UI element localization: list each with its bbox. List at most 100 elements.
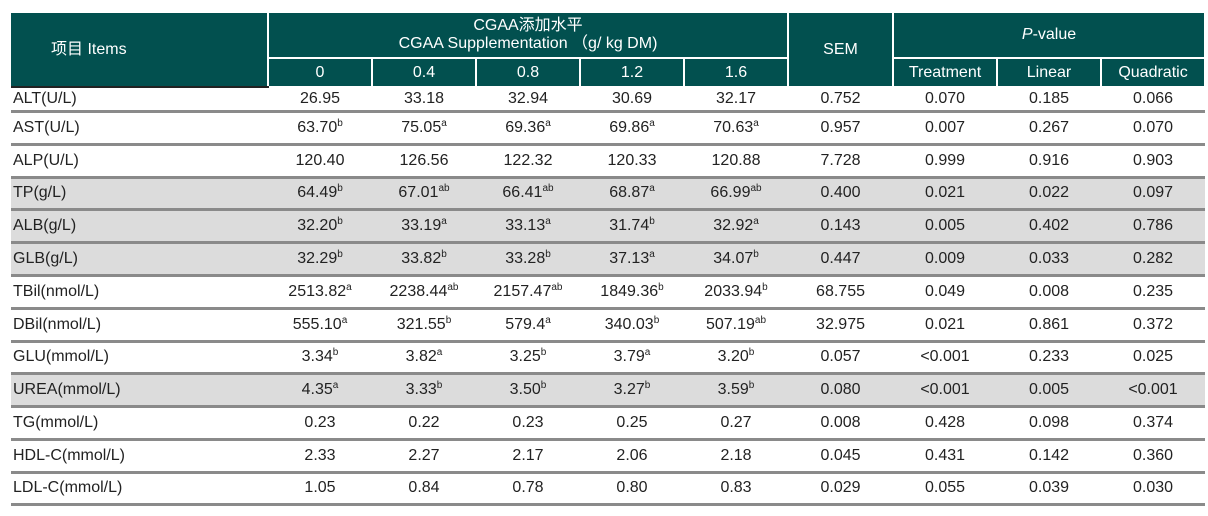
value-cell: 33.19a bbox=[372, 209, 476, 244]
pvalue-cell: 0.402 bbox=[997, 209, 1102, 244]
value-cell: 0.27 bbox=[684, 406, 789, 441]
row-label: ALT(U/L) bbox=[11, 87, 268, 113]
value-cell: 120.33 bbox=[580, 144, 684, 179]
value: 507.19 bbox=[705, 315, 755, 333]
value-cell: 507.19ab bbox=[684, 308, 789, 343]
pvalue-cell: 0.185 bbox=[997, 87, 1102, 113]
significance-letter: a bbox=[545, 215, 551, 227]
sem-cell: 0.045 bbox=[788, 439, 894, 474]
value: 0.84 bbox=[408, 479, 440, 496]
value-cell: 0.80 bbox=[580, 472, 684, 506]
value: 2.17 bbox=[512, 446, 544, 464]
row-label: TG(mmol/L) bbox=[11, 406, 268, 441]
value: 122.32 bbox=[503, 151, 553, 169]
value: 2.33 bbox=[304, 446, 336, 464]
value-cell: 67.01ab bbox=[372, 177, 476, 211]
significance-letter: a bbox=[545, 117, 551, 129]
sem-header: SEM bbox=[787, 11, 895, 88]
significance-letter: a bbox=[332, 379, 339, 391]
value-cell: 2033.94b bbox=[684, 275, 789, 310]
value: 30.69 bbox=[611, 89, 653, 107]
value-cell: 3.82a bbox=[372, 341, 476, 375]
pvalue-linear-header: Linear bbox=[996, 57, 1103, 88]
value-cell: 2238.44ab bbox=[372, 275, 476, 310]
pvalue-cell: <0.001 bbox=[893, 341, 998, 375]
significance-letter: b bbox=[762, 281, 768, 293]
row-label: ALB(g/L) bbox=[11, 209, 268, 244]
pvalue-cell: 0.903 bbox=[1101, 144, 1206, 179]
table-row: TP(g/L) 64.49b 67.01ab 66.41ab 68.87a 66.99ab… bbox=[11, 177, 1206, 211]
pvalue-cell: 0.235 bbox=[1101, 275, 1206, 310]
value: 31.74 bbox=[609, 216, 650, 234]
table-row: GLB(g/L) 32.29b 33.82b 33.28b 37.13a 34.07b 0.… bbox=[11, 242, 1206, 277]
significance-letter: a bbox=[753, 215, 759, 227]
significance-letter: a bbox=[649, 248, 655, 260]
value: 0.83 bbox=[720, 479, 752, 496]
value-cell: 555.10a bbox=[268, 308, 372, 343]
value-cell: 3.27b bbox=[580, 373, 684, 408]
pvalue-cell: 0.025 bbox=[1101, 341, 1206, 375]
row-label: GLB(g/L) bbox=[11, 242, 268, 277]
significance-letter: b bbox=[540, 379, 547, 391]
value-cell: 0.83 bbox=[684, 472, 789, 506]
value: 0.78 bbox=[512, 479, 544, 496]
value-cell: 75.05a bbox=[372, 111, 476, 146]
significance-letter: b bbox=[644, 379, 651, 391]
pvalue-cell: 0.005 bbox=[893, 209, 998, 244]
value: 0.22 bbox=[408, 413, 440, 431]
value-cell: 33.13a bbox=[476, 209, 580, 244]
significance-letter: b bbox=[545, 248, 551, 260]
pvalue-p: P bbox=[1021, 26, 1033, 43]
table-row: ALT(U/L) 26.95 33.18 32.94 30.69 32.17 0.752 0.… bbox=[11, 87, 1206, 113]
sem-cell: 0.029 bbox=[788, 472, 894, 506]
value: 67.01 bbox=[398, 184, 439, 201]
significance-letter: ab bbox=[551, 281, 563, 293]
row-label: HDL-C(mmol/L) bbox=[11, 439, 268, 474]
significance-letter: a bbox=[644, 347, 651, 358]
value: 2238.44 bbox=[389, 282, 448, 300]
value-cell: 30.69 bbox=[580, 87, 684, 113]
value: 66.99 bbox=[710, 184, 751, 201]
table-row: ALB(g/L) 32.20b 33.19a 33.13a 31.74b 32.92a 0.… bbox=[11, 209, 1206, 244]
value-cell: 26.95 bbox=[268, 87, 372, 113]
significance-letter: b bbox=[436, 379, 443, 391]
value-cell: 3.59b bbox=[684, 373, 789, 408]
value-cell: 1849.36b bbox=[580, 275, 684, 310]
significance-letter: b bbox=[540, 347, 547, 358]
pvalue-cell: 0.007 bbox=[893, 111, 998, 146]
value-cell: 33.82b bbox=[372, 242, 476, 277]
table-row: AST(U/L) 63.70b 75.05a 69.36a 69.86a 70.63a 0.… bbox=[11, 111, 1206, 146]
sem-cell: 7.728 bbox=[788, 144, 894, 179]
value: 32.20 bbox=[297, 216, 338, 234]
significance-letter: b bbox=[753, 248, 759, 260]
value-cell: 0.78 bbox=[476, 472, 580, 506]
value: 120.40 bbox=[295, 151, 345, 169]
sem-cell: 32.975 bbox=[788, 308, 894, 343]
value: 2.27 bbox=[408, 446, 440, 464]
value: 32.17 bbox=[715, 89, 757, 107]
value-cell: 126.56 bbox=[372, 144, 476, 179]
value: 579.4 bbox=[505, 315, 546, 333]
value: 26.95 bbox=[299, 89, 341, 107]
value: 0.27 bbox=[720, 413, 752, 431]
pvalue-cell: 0.008 bbox=[997, 275, 1102, 310]
pvalue-cell: 0.861 bbox=[997, 308, 1102, 343]
significance-letter: b bbox=[445, 314, 452, 326]
pvalue-cell: 0.070 bbox=[893, 87, 998, 113]
value-cell: 2157.47ab bbox=[476, 275, 580, 310]
value: 2513.82 bbox=[288, 282, 347, 300]
sem-cell: 0.008 bbox=[788, 406, 894, 441]
significance-letter: ab bbox=[447, 281, 459, 293]
value: 32.29 bbox=[297, 249, 338, 267]
supplementation-header: CGAA添加水平 CGAA Supplementation （g/ kg DM) bbox=[266, 11, 790, 59]
row-label: TP(g/L) bbox=[11, 177, 268, 211]
value: 68.87 bbox=[609, 184, 650, 201]
serum-biochemistry-table: 项目 Items CGAA添加水平 CGAA Supplementation （… bbox=[11, 11, 1207, 506]
value-cell: 33.18 bbox=[372, 87, 476, 113]
row-label: TBil(nmol/L) bbox=[11, 275, 268, 310]
supplementation-header-cn: CGAA添加水平 bbox=[473, 17, 583, 34]
table-row: TG(mmol/L) 0.23 0.22 0.23 0.25 0.27 0.008 0.428… bbox=[11, 406, 1206, 441]
pvalue-cell: 0.098 bbox=[997, 406, 1102, 441]
value: 2033.94 bbox=[704, 282, 763, 300]
significance-letter: b bbox=[337, 248, 343, 260]
